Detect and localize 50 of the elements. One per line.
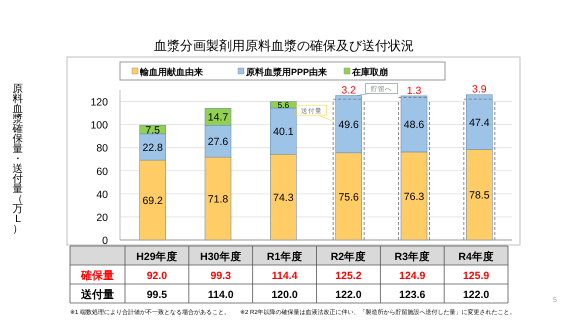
y-tick-label: 20 [96, 212, 108, 224]
annotation: 1.3 [406, 84, 422, 97]
y-tick-label: 100 [90, 120, 108, 132]
text: 114.4 [272, 270, 298, 282]
text: 124.9 [399, 270, 426, 282]
x-tick-label: R1年度 [266, 250, 302, 263]
y-tick-label: 120 [90, 96, 108, 109]
legend-label: 原料血漿用PPP由来 [245, 67, 328, 77]
data-label: 76.3 [404, 190, 424, 203]
data-label: 69.2 [142, 194, 164, 207]
chart-title: 血漿分画製剤用原料血漿の確保及び送付状況 [154, 38, 414, 53]
legend-label: 在庫取崩 [351, 67, 388, 77]
text: 122.0 [462, 289, 490, 301]
data-label: 5.6 [277, 100, 290, 110]
data-label: 22.8 [142, 142, 164, 154]
text: 92.0 [146, 270, 168, 282]
text: 原料血漿確保量・送付量（万L） [12, 83, 24, 235]
text: 120.0 [271, 289, 298, 301]
data-label: 48.6 [404, 118, 424, 131]
x-tick-label: H29年度 [136, 250, 178, 263]
text: 114.0 [208, 289, 234, 301]
data-label: 27.6 [208, 136, 228, 148]
x-tick-label: H30年度 [200, 250, 242, 263]
y-tick-label: 40 [96, 188, 108, 201]
y-tick-label: 80 [96, 142, 108, 155]
data-label: 7.5 [145, 124, 160, 136]
data-label: 47.4 [469, 116, 490, 129]
data-label: 78.5 [469, 190, 490, 202]
text: 送付量 [80, 288, 114, 301]
data-label: 71.8 [208, 193, 228, 206]
data-label: 74.3 [273, 192, 294, 204]
x-tick-label: R2年度 [330, 250, 366, 263]
x-tick-label: R4年度 [458, 250, 494, 263]
legend-label: 輸血用献血由来 [139, 67, 203, 77]
text: 123.6 [399, 289, 426, 301]
text: 99.5 [146, 289, 168, 301]
data-label: 49.6 [338, 119, 360, 132]
text: 確保量 [80, 269, 114, 282]
x-tick-label: R3年度 [394, 250, 430, 263]
data-label: 14.7 [208, 112, 228, 124]
y-tick-label: 0 [102, 235, 108, 247]
text: 99.3 [210, 270, 232, 282]
text: 125.2 [335, 270, 362, 282]
y-tick-label: 60 [96, 166, 108, 178]
text: 125.9 [462, 270, 490, 282]
text: 122.0 [335, 289, 362, 301]
annotation: 3.2 [341, 84, 356, 97]
data-label: 75.6 [338, 191, 360, 204]
annotation: 3.9 [472, 84, 487, 96]
data-label: 40.1 [273, 126, 294, 138]
